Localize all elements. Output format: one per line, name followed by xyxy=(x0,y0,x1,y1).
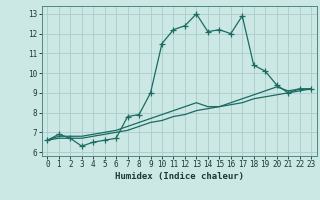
X-axis label: Humidex (Indice chaleur): Humidex (Indice chaleur) xyxy=(115,172,244,181)
